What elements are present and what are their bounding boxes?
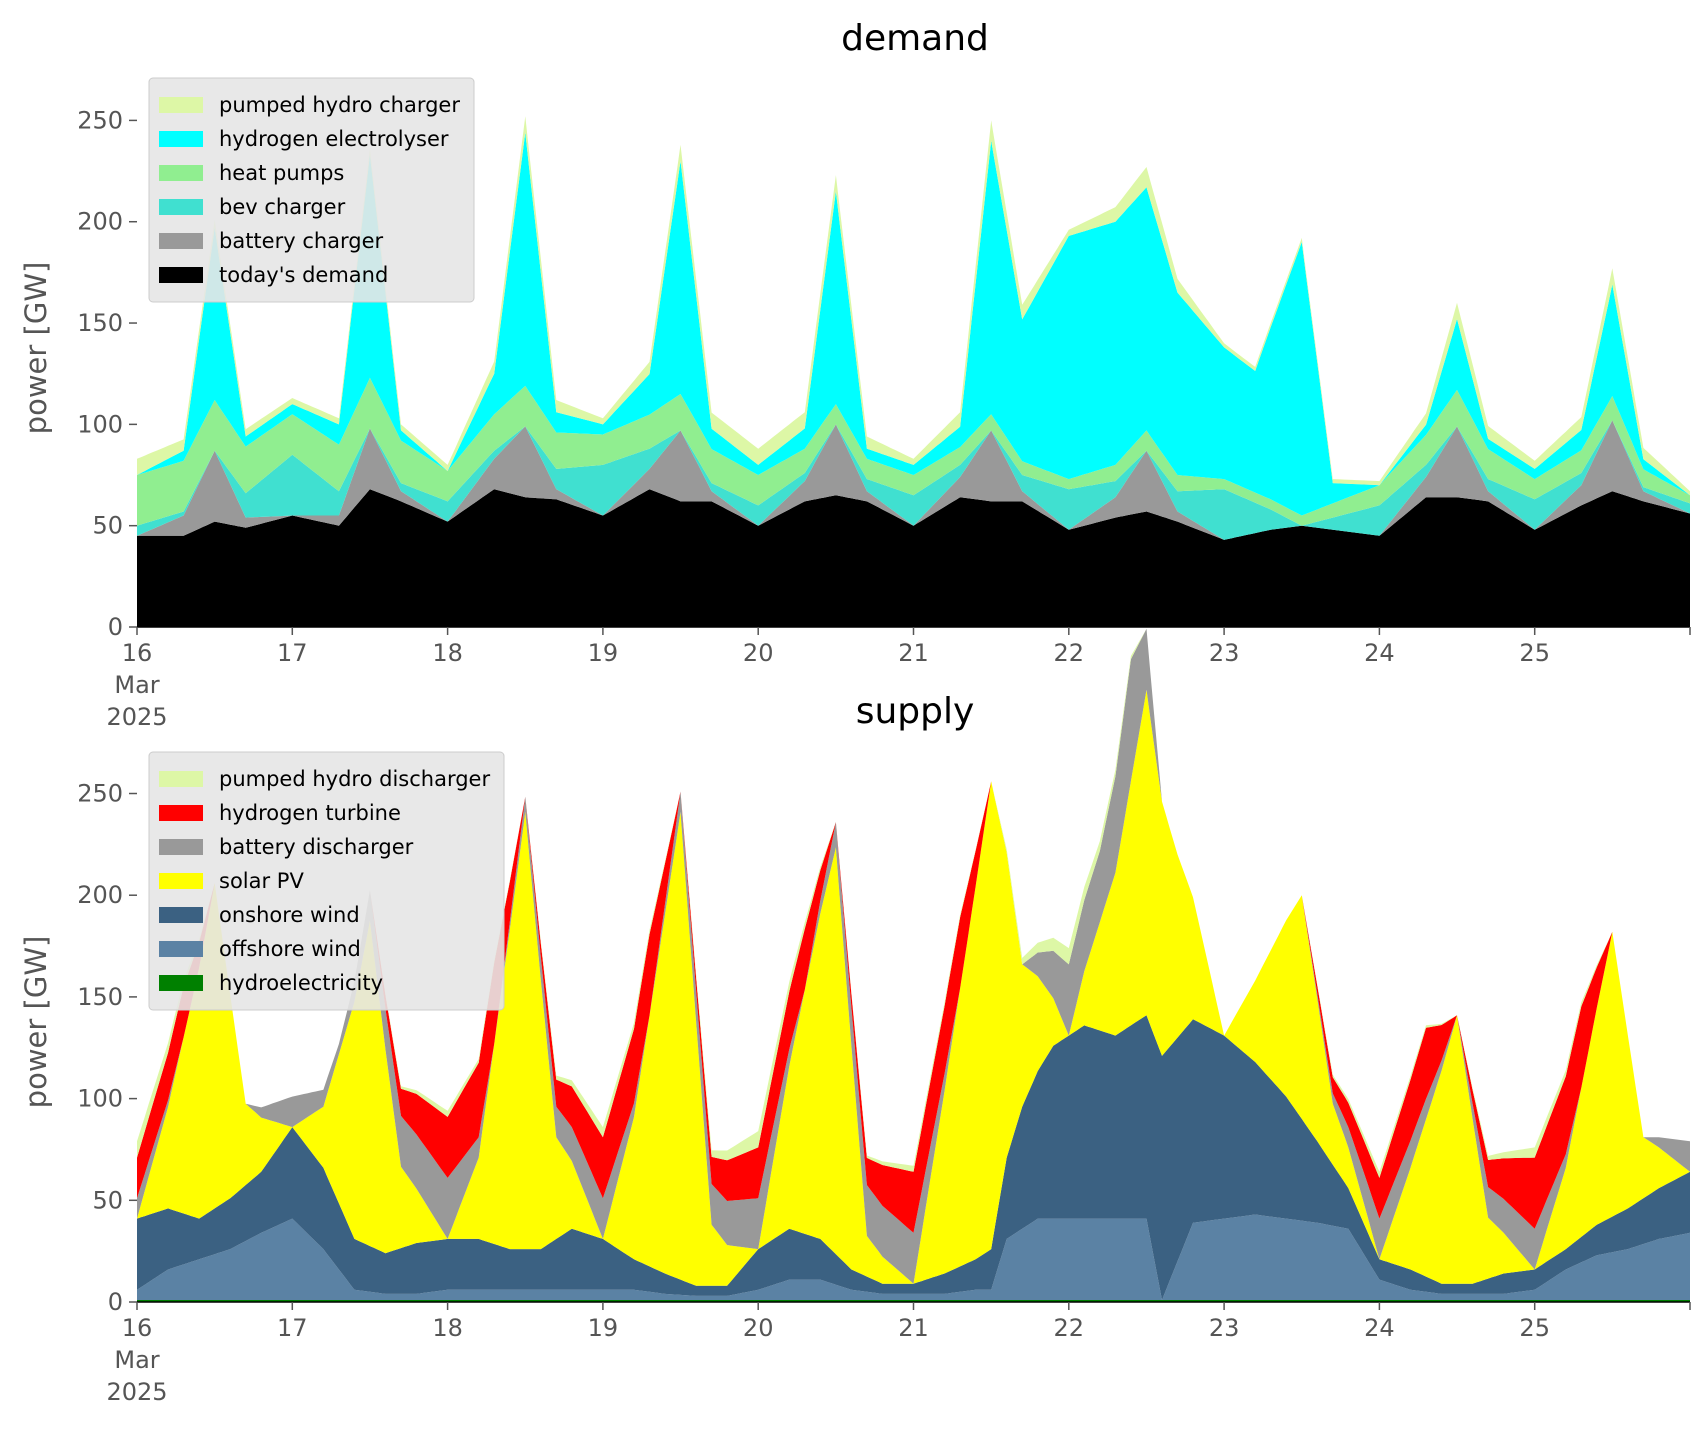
x-tick-label: 16 Mar 2025 [106,1314,167,1406]
y-tick-label: 250 [77,780,123,808]
y-tick-label: 250 [77,106,123,134]
x-tick-label: 17 [277,639,308,667]
x-tick-label: 25 [1519,1314,1550,1342]
legend-label-hydrogen-turbine: hydrogen turbine [219,801,401,825]
legend: pumped hydro charger hydrogen electrolyse… [148,77,475,303]
legend-swatch-solar-pv [159,873,203,889]
legend-swatch-today-s-demand [159,267,203,283]
legend-swatch-bev-charger [159,199,203,215]
legend-swatch-pumped-hydro-charger [159,97,203,113]
legend-label-heat-pumps: heat pumps [219,161,344,185]
x-tick-label: 21 [898,639,929,667]
area-today-s-demand [137,489,1690,627]
x-tick-label: 22 [1054,1314,1085,1342]
y-tick-label: 200 [77,208,123,236]
legend-label-offshore-wind: offshore wind [219,937,361,961]
y-tick-label: 0 [108,1288,123,1316]
x-tick-label: 20 [743,639,774,667]
y-axis-label: power [GW] [19,262,53,435]
y-tick-label: 50 [92,1186,123,1214]
x-tick-label: 21 [898,1314,929,1342]
legend-label-battery-charger: battery charger [219,229,384,253]
area-onshore-wind [137,1015,1690,1300]
area-battery-charger [137,420,1690,540]
x-tick-label: 16 Mar 2025 [106,639,167,731]
x-tick-label: 18 [432,1314,463,1342]
area-hydrogen-turbine [137,628,1690,1233]
y-tick-label: 150 [77,983,123,1011]
y-tick-label: 0 [108,613,123,641]
legend-label-hydroelectricity: hydroelectricity [219,971,383,995]
x-tick-label: 24 [1364,639,1395,667]
legend-label-pumped-hydro-charger: pumped hydro charger [219,93,460,117]
y-tick-label: 50 [92,512,123,540]
legend-swatch-hydroelectricity [159,975,203,991]
legend-box [148,751,505,1011]
x-tick-label: 24 [1364,1314,1395,1342]
area-solar-pv [137,689,1690,1286]
legend-swatch-battery-discharger [159,839,203,855]
area-offshore-wind [137,1214,1690,1300]
area-heat-pumps [137,377,1690,526]
x-tick-label: 18 [432,639,463,667]
legend-label-hydrogen-electrolyser: hydrogen electrolyser [219,127,449,151]
area-layer [137,116,1690,627]
chart-title: demand [841,18,989,59]
legend-box [148,77,475,303]
y-tick-label: 100 [77,1085,123,1113]
legend-label-solar-pv: solar PV [219,869,304,893]
x-tick-label: 17 [277,1314,308,1342]
x-tick-label: 19 [588,639,619,667]
area-bev-charger [137,420,1690,540]
legend-swatch-battery-charger [159,233,203,249]
y-tick-label: 150 [77,309,123,337]
legend-label-bev-charger: bev charger [219,195,346,219]
legend-swatch-heat-pumps [159,165,203,181]
x-tick-label: 23 [1209,639,1240,667]
legend-swatch-onshore-wind [159,907,203,923]
area-hydrogen-electrolyser [137,132,1690,516]
legend-swatch-offshore-wind [159,941,203,957]
legend-label-battery-discharger: battery discharger [219,835,414,859]
x-tick-label: 20 [743,1314,774,1342]
x-tick-label: 23 [1209,1314,1240,1342]
legend-label-today-s-demand: today's demand [219,263,388,287]
demand-panel: demand power [GW] 0 50 100 150 200 250 16 Mar 20… [19,18,1691,731]
supply-panel: supply power [GW] 0 50 100 150 200 250 16 Mar 20… [19,628,1691,1406]
axes: 0 50 100 150 200 250 16 Mar 2025 17 18 19 20 21 22 23 24… [77,780,1691,1406]
y-axis-label: power [GW] [19,936,53,1109]
y-tick-label: 100 [77,410,123,438]
x-tick-label: 19 [588,1314,619,1342]
legend-swatch-hydrogen-electrolyser [159,131,203,147]
y-tick-label: 200 [77,881,123,909]
chart-title: supply [856,691,975,732]
axes: 0 50 100 150 200 250 16 Mar 2025 17 18 19 20 21 22 23 24… [77,106,1691,731]
legend-swatch-pumped-hydro-discharger [159,771,203,787]
legend: pumped hydro discharger hydrogen turbine b… [148,751,505,1011]
x-tick-label: 22 [1054,639,1085,667]
legend-label-pumped-hydro-discharger: pumped hydro discharger [219,767,490,791]
legend-swatch-hydrogen-turbine [159,805,203,821]
x-tick-label: 25 [1519,639,1550,667]
legend-label-onshore-wind: onshore wind [219,903,360,927]
